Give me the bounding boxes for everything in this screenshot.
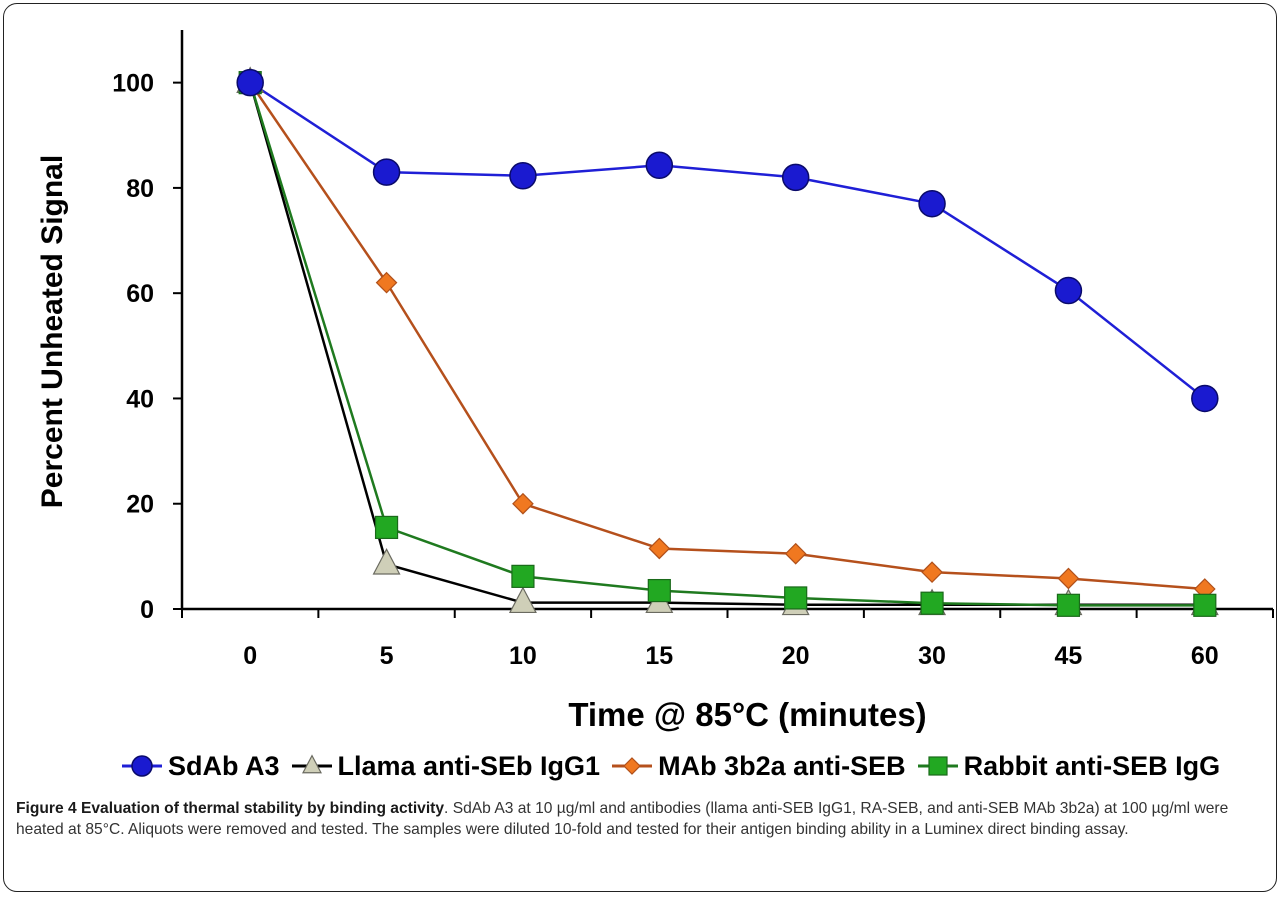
data-point-rabbit-anti-seb-igg [784,586,808,610]
legend-item-llama-anti-seb-igg1: Llama anti-SEb IgG1 [290,750,601,782]
data-point-sdab-a3 [1054,276,1083,305]
legend-label: Rabbit anti-SEB IgG [963,750,1221,781]
data-point-llama-anti-seb-igg1 [372,548,401,575]
x-tick-label: 15 [645,642,673,670]
data-point-mab-3b2a-anti-seb [648,537,671,560]
data-point-sdab-a3 [372,158,401,186]
x-tick-label: 30 [918,642,946,670]
caption-text: . SdAb A3 at 10 µg/ml and antibodies (ll… [16,800,1229,838]
legend-item-mab-3b2a-anti-seb: MAb 3b2a anti-SEB [610,751,906,782]
legend-label: Llama anti-SEb IgG1 [337,750,601,781]
data-point-rabbit-anti-seb-igg [920,591,944,615]
legend-marker-triangle [301,754,322,774]
x-tick-label: 5 [380,642,394,670]
chart-legend: SdAb A3 Llama anti-SEb IgG1 MAb 3b2a anti-… [120,746,1230,786]
legend-marker-diamond [623,757,641,775]
y-tick-label: 100 [112,70,154,98]
data-point-rabbit-anti-seb-igg [1056,593,1081,617]
data-point-sdab-a3 [645,151,674,180]
data-point-rabbit-anti-seb-igg [374,515,399,540]
y-tick-label: 20 [126,491,154,519]
figure-frame [3,3,1277,892]
data-point-rabbit-anti-seb-igg [511,564,535,588]
x-tick-label: 20 [782,642,810,670]
y-tick-label: 80 [126,175,154,203]
legend-marker-square [928,756,948,776]
x-tick-label: 10 [509,642,537,670]
data-point-mab-3b2a-anti-seb [512,492,534,515]
series-line-rabbit-anti-seb-igg [248,82,1205,607]
y-tick-label: 0 [140,596,154,624]
data-point-mab-3b2a-anti-seb [375,271,398,294]
legend-swatch-sdab-a3 [122,755,162,777]
series-line-sdab-a3 [249,81,1206,400]
series-line-mab-3b2a-anti-seb [249,81,1205,591]
data-point-sdab-a3 [509,162,537,190]
legend-label: SdAb A3 [168,750,280,781]
x-tick-label: 0 [243,642,257,670]
data-point-rabbit-anti-seb-igg [647,578,671,603]
data-point-sdab-a3 [236,68,264,97]
data-point-mab-3b2a-anti-seb [784,542,807,565]
line-chart: 0 20 40 60 80 100 0 5 10 15 20 30 45 60 Percent Unheat… [36,30,1274,733]
legend-item-rabbit-anti-seb-igg: Rabbit anti-SEB IgG [916,750,1221,782]
data-point-mab-3b2a-anti-seb [1057,567,1080,590]
data-point-sdab-a3 [918,189,946,218]
data-point-llama-anti-seb-igg1 [508,586,537,614]
legend-item-sdab-a3: SdAb A3 [120,751,280,782]
legend-label: MAb 3b2a anti-SEB [658,750,906,781]
x-axis-title: Time @ 85°C (minutes) [568,696,926,733]
y-axis-title: Percent Unheated Signal [36,155,69,508]
figure-caption: Figure 4 Evaluation of thermal stability… [16,798,1266,840]
caption-title: Figure 4 Evaluation of thermal stability… [16,800,445,817]
data-point-rabbit-anti-seb-igg [1193,593,1217,617]
y-tick-label: 40 [126,385,154,413]
data-point-sdab-a3 [781,163,810,192]
x-tick-label: 45 [1055,642,1083,670]
x-tick-label: 60 [1191,642,1219,670]
legend-swatch-llama-anti-seb-igg1 [291,754,332,774]
data-point-mab-3b2a-anti-seb [921,561,943,584]
legend-swatch-rabbit-anti-seb-igg [917,756,958,776]
legend-marker-circle [131,755,153,777]
y-tick-label: 60 [126,280,154,308]
legend-swatch-mab-3b2a-anti-seb [612,757,653,775]
data-point-sdab-a3 [1191,384,1219,413]
